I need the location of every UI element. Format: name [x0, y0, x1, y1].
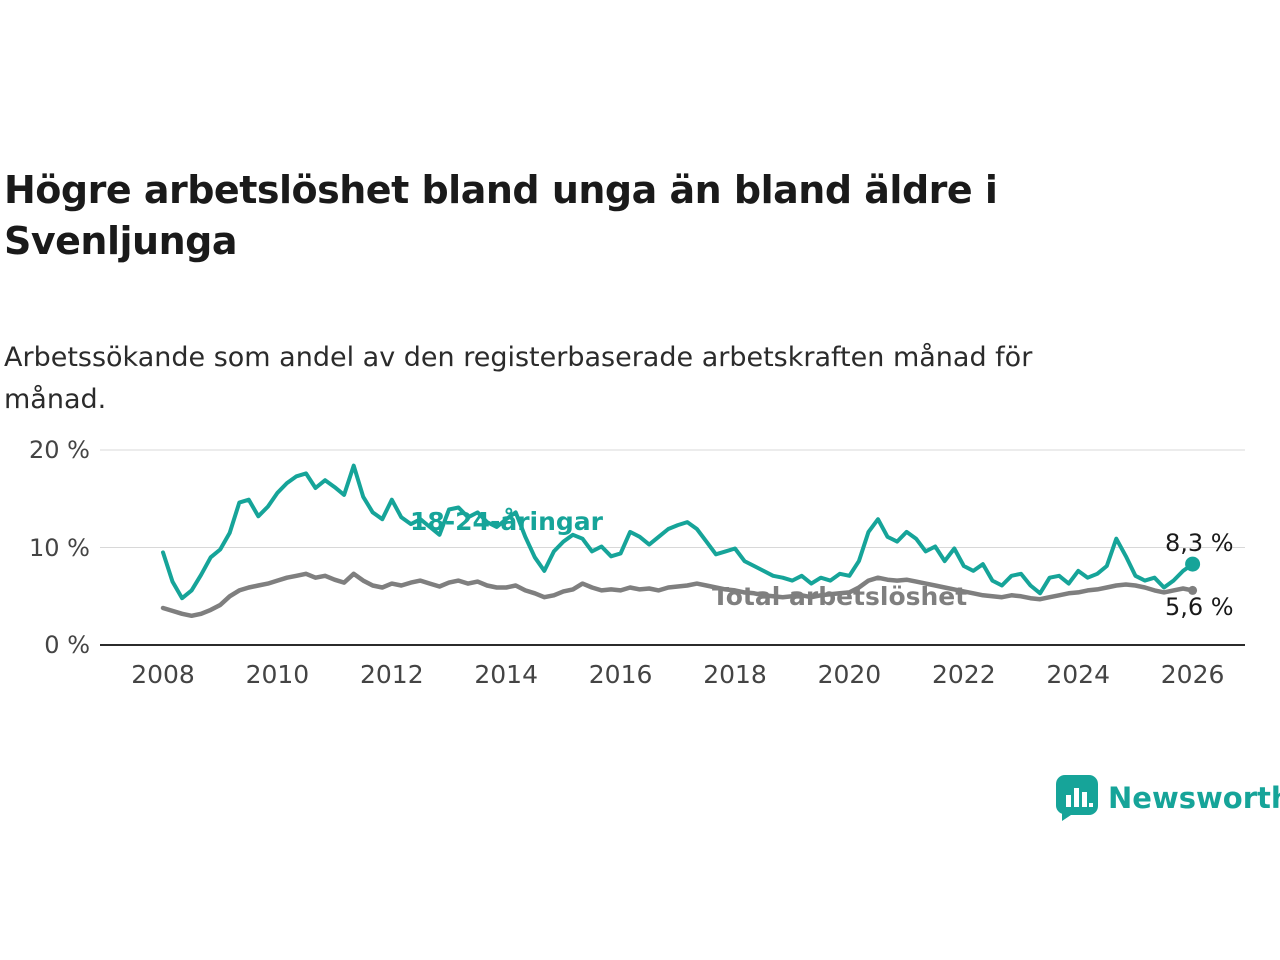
- x-axis-tick-label: 2018: [703, 660, 767, 689]
- x-axis-tick-label: 2026: [1160, 660, 1225, 689]
- chart-subtitle: Arbetssökande som andel av den registerb…: [4, 342, 1033, 415]
- end-value-label-young: 8,3 %: [1165, 529, 1234, 557]
- y-axis-tick-label: 20 %: [29, 436, 90, 464]
- x-axis-tick-label: 2024: [1046, 660, 1110, 689]
- x-axis-tick-label: 2012: [359, 660, 424, 689]
- x-axis-tick-label: 2014: [474, 660, 538, 689]
- end-value-label-total: 5,6 %: [1165, 593, 1234, 621]
- x-axis-tick-label: 2016: [588, 660, 653, 689]
- chart-title: Högre arbetslöshet bland unga än bland ä…: [4, 168, 998, 263]
- series-end-dot-young: [1185, 556, 1201, 572]
- y-axis-tick-label: 0 %: [44, 631, 90, 659]
- x-axis-tick-label: 2022: [931, 660, 996, 689]
- series-line-total: [160, 571, 1195, 619]
- newsworthy-logo-text: Newsworthy: [1108, 781, 1280, 815]
- x-axis-tick-label: 2010: [245, 660, 310, 689]
- y-axis-tick-label: 10 %: [29, 533, 90, 562]
- series-label-young: 18-24-åringar: [410, 507, 603, 536]
- newsworthy-logo-icon: [1056, 775, 1098, 821]
- series-label-total: Total arbetslöshet: [712, 582, 968, 611]
- newsworthy-logo: Newsworthy: [1056, 775, 1280, 821]
- x-axis-tick-label: 2008: [131, 660, 195, 689]
- x-axis-tick-label: 2020: [817, 660, 882, 689]
- series-line-young: [161, 463, 1195, 601]
